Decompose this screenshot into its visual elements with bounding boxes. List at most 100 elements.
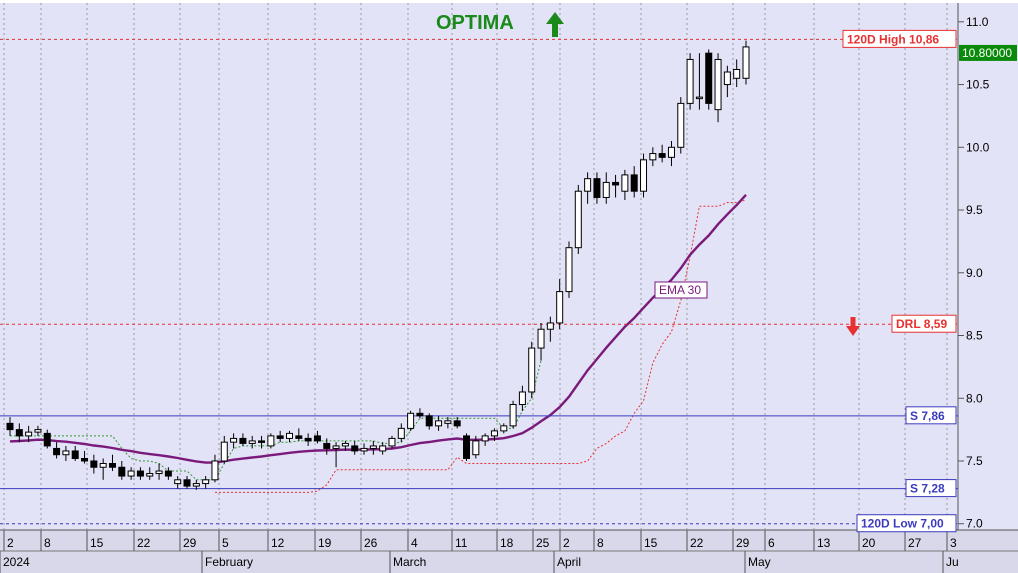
- candle: [25, 425, 33, 443]
- candle: [127, 467, 135, 480]
- ema-30-line: [9, 193, 747, 464]
- up-arrow-icon: [546, 12, 564, 37]
- candle-body: [407, 412, 415, 429]
- candle: [202, 476, 210, 489]
- level-label-s1-text: S 7,86: [910, 409, 945, 423]
- x-tick-label: 5: [222, 536, 229, 550]
- candle: [351, 440, 359, 455]
- candle: [435, 415, 443, 431]
- candle-body: [593, 178, 601, 198]
- x-tick-label: 18: [500, 536, 514, 550]
- candle: [341, 440, 349, 451]
- candle-body: [640, 159, 648, 192]
- y-tick-labels: 7.0 7.5 8.0 8.5 9.0 9.5 10.0 10.5 11.0: [966, 15, 990, 531]
- level-label-s2-box: [905, 479, 957, 498]
- candle-body: [267, 435, 275, 447]
- y-tick-label: 7.5: [966, 454, 983, 468]
- candle-body: [136, 470, 144, 477]
- candle: [34, 425, 42, 436]
- y-tick-label: 8.0: [966, 391, 983, 405]
- candle: [714, 53, 722, 123]
- candle-body: [630, 174, 638, 192]
- level-label-s1-box: [905, 406, 957, 425]
- x-tick-label: 13: [817, 536, 831, 550]
- candle: [500, 423, 508, 434]
- x-tick-label: 20: [862, 536, 876, 550]
- candle-body: [658, 153, 666, 158]
- candle-body: [62, 450, 70, 456]
- candle: [230, 433, 238, 449]
- ema-label-box: [654, 281, 708, 299]
- candle: [183, 476, 191, 489]
- y-tick-label: 9.5: [966, 203, 983, 217]
- x-tick-label: 15: [90, 536, 104, 550]
- x-tick-label: 26: [364, 536, 378, 550]
- level-label-drl-text: DRL 8,59: [896, 317, 947, 331]
- x-month-label: 2024: [3, 555, 30, 569]
- candle: [239, 433, 247, 446]
- x-tick-label: 4: [411, 536, 418, 550]
- x-tick-label: 15: [644, 536, 658, 550]
- candle: [407, 410, 415, 431]
- level-label-120d-low: 120D Low 7,00: [856, 514, 957, 533]
- candle-body: [285, 432, 293, 439]
- candle: [248, 435, 256, 449]
- last-price-label: 10.80000: [962, 46, 1012, 60]
- candle: [640, 153, 648, 198]
- candle-body: [34, 429, 42, 433]
- candle-body: [81, 457, 89, 462]
- candle: [276, 430, 284, 443]
- x-tick-label: 29: [183, 536, 197, 550]
- candle: [360, 443, 368, 455]
- level-label-120d-high-text: 120D High 10,86: [847, 32, 939, 46]
- x-tick-label: 8: [44, 536, 51, 550]
- candle: [444, 417, 452, 429]
- candle-body: [714, 58, 722, 111]
- candle-body: [43, 432, 51, 447]
- candle-body: [742, 46, 750, 79]
- candle-body: [155, 470, 163, 475]
- candle-body: [518, 391, 526, 406]
- candle-body: [174, 479, 182, 485]
- candle: [416, 408, 424, 419]
- candle-body: [258, 440, 266, 443]
- y-tick-label: 10.0: [966, 140, 990, 154]
- candle: [388, 435, 396, 449]
- candle-body: [53, 447, 61, 456]
- y-tick-label: 8.5: [966, 329, 983, 343]
- candle-body: [146, 473, 154, 477]
- x-tick-label: 11: [455, 536, 468, 550]
- candle: [612, 174, 620, 198]
- candle-body: [546, 322, 554, 330]
- candles: [6, 40, 750, 490]
- candle-body: [276, 435, 284, 439]
- candle-body: [425, 415, 433, 427]
- candle: [285, 430, 293, 443]
- x-tick-label: 29: [736, 536, 750, 550]
- candle-body: [71, 450, 79, 459]
- candle: [565, 241, 573, 298]
- candle: [99, 458, 107, 480]
- candle-body: [90, 460, 98, 468]
- candle: [733, 59, 741, 88]
- candle-body: [295, 435, 303, 439]
- x-month-label: April: [557, 555, 581, 569]
- candle-body: [15, 429, 23, 437]
- candle: [267, 433, 275, 449]
- candle: [425, 413, 433, 430]
- candle-body: [164, 470, 172, 477]
- x-tick-label: 12: [271, 536, 285, 550]
- candle: [313, 430, 321, 444]
- candle: [332, 442, 340, 468]
- candle: [686, 53, 694, 110]
- candle-body: [239, 437, 247, 444]
- candle: [62, 445, 70, 461]
- candle: [258, 435, 266, 449]
- candle: [379, 442, 387, 455]
- candle: [695, 53, 703, 110]
- trailing-stop-red: [215, 199, 747, 493]
- candle: [53, 442, 61, 459]
- candle-body: [397, 427, 405, 439]
